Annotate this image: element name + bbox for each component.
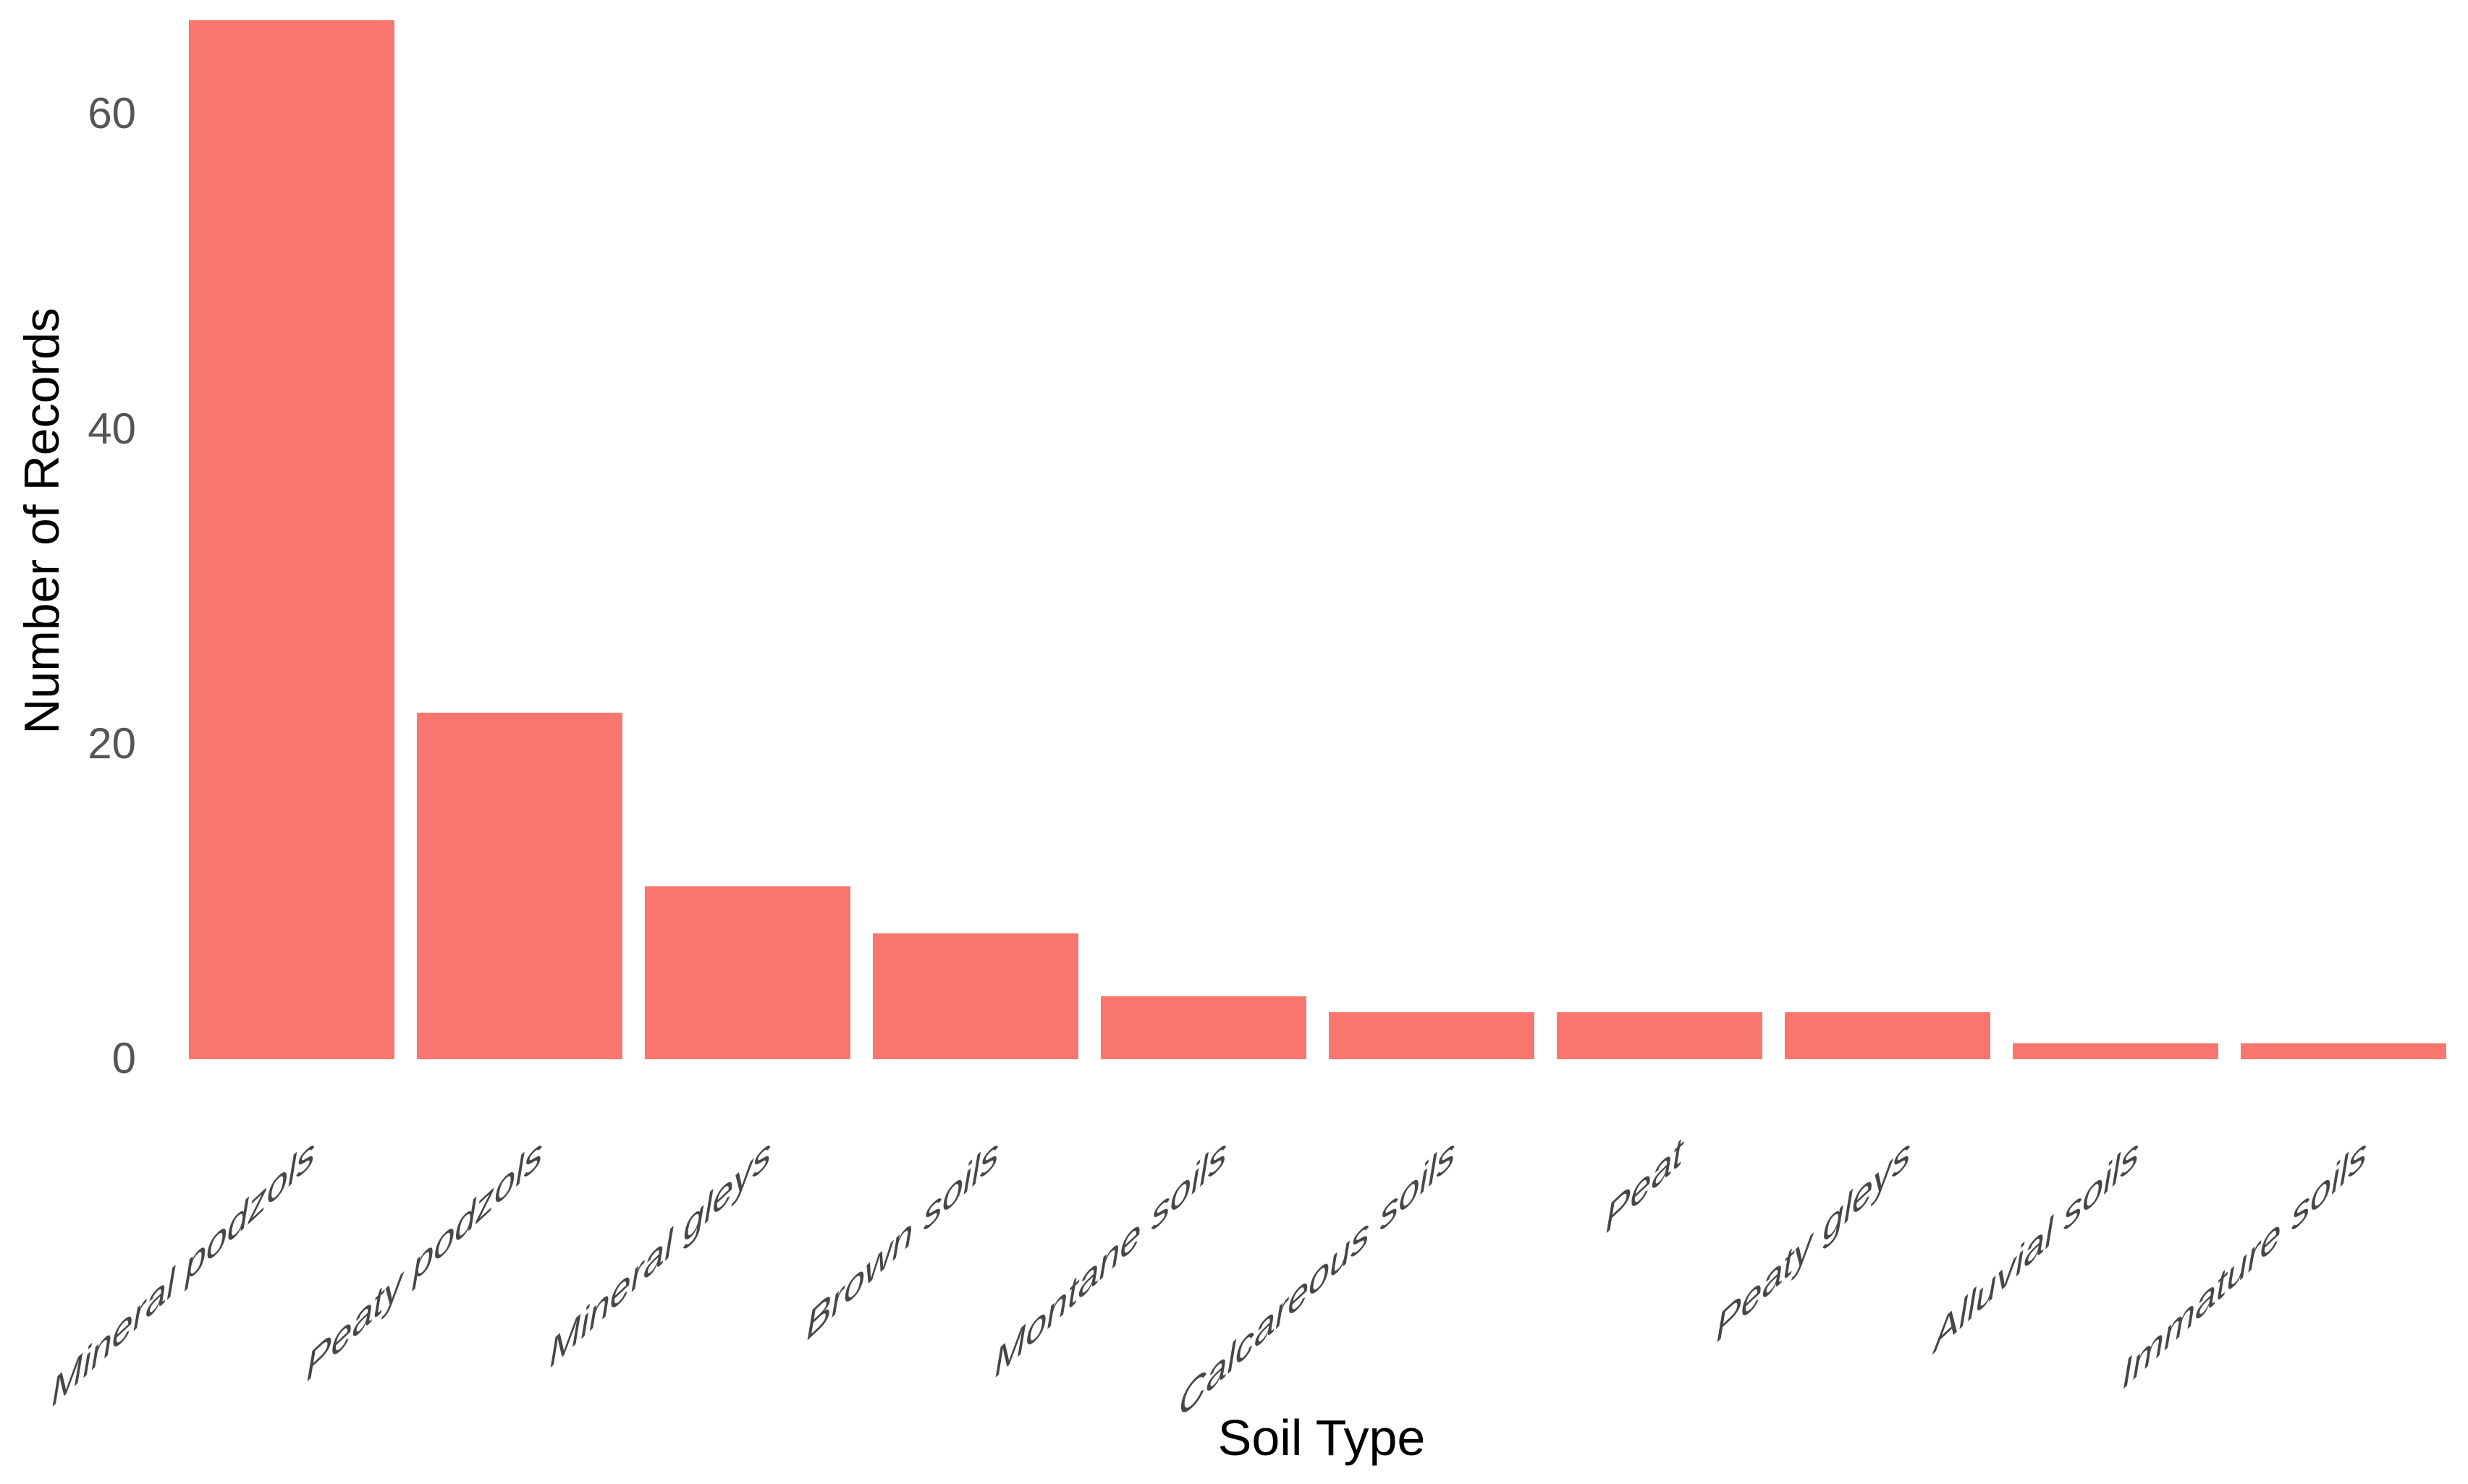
bar-immature-soils[interactable]: [2241, 1043, 2446, 1059]
x-tick-label-peat: Peat: [1605, 1129, 1683, 1243]
bar-peaty-gleys[interactable]: [1785, 1012, 1990, 1059]
x-tick-label-mineral-gleys: Mineral gleys: [549, 1129, 771, 1378]
bar-peat[interactable]: [1557, 1012, 1762, 1059]
bar-alluvial-soils[interactable]: [2013, 1043, 2218, 1059]
x-axis-title: Soil Type: [1217, 1409, 1426, 1466]
y-tick-label-40: 40: [88, 404, 136, 453]
x-tick-label-peaty-gleys: Peaty gleys: [1716, 1129, 1911, 1352]
x-tick-label-alluvial-soils: Alluvial soils: [1933, 1129, 2139, 1362]
x-tick-label-peaty-podzols: Peaty podzols: [306, 1129, 543, 1391]
x-tick-label-mineral-podzols: Mineral podzols: [51, 1129, 315, 1417]
bar-mineral-podzols[interactable]: [189, 20, 394, 1059]
y-tick-label-60: 60: [88, 89, 136, 138]
x-tick-label-immature-soils: Immature soils: [2121, 1129, 2367, 1399]
bar-brown-soils[interactable]: [873, 933, 1078, 1059]
bar-montane-soils[interactable]: [1101, 996, 1306, 1059]
y-tick-label-20: 20: [88, 718, 136, 768]
bar-calcareous-soils[interactable]: [1329, 1012, 1534, 1059]
y-axis-title: Number of Records: [14, 308, 69, 734]
y-tick-label-0: 0: [111, 1033, 136, 1082]
x-tick-label-montane-soils: Montane soils: [994, 1129, 1227, 1388]
bar-peaty-podzols[interactable]: [417, 713, 622, 1059]
bar-mineral-gleys[interactable]: [645, 886, 850, 1059]
x-tick-label-brown-soils: Brown soils: [806, 1129, 999, 1350]
